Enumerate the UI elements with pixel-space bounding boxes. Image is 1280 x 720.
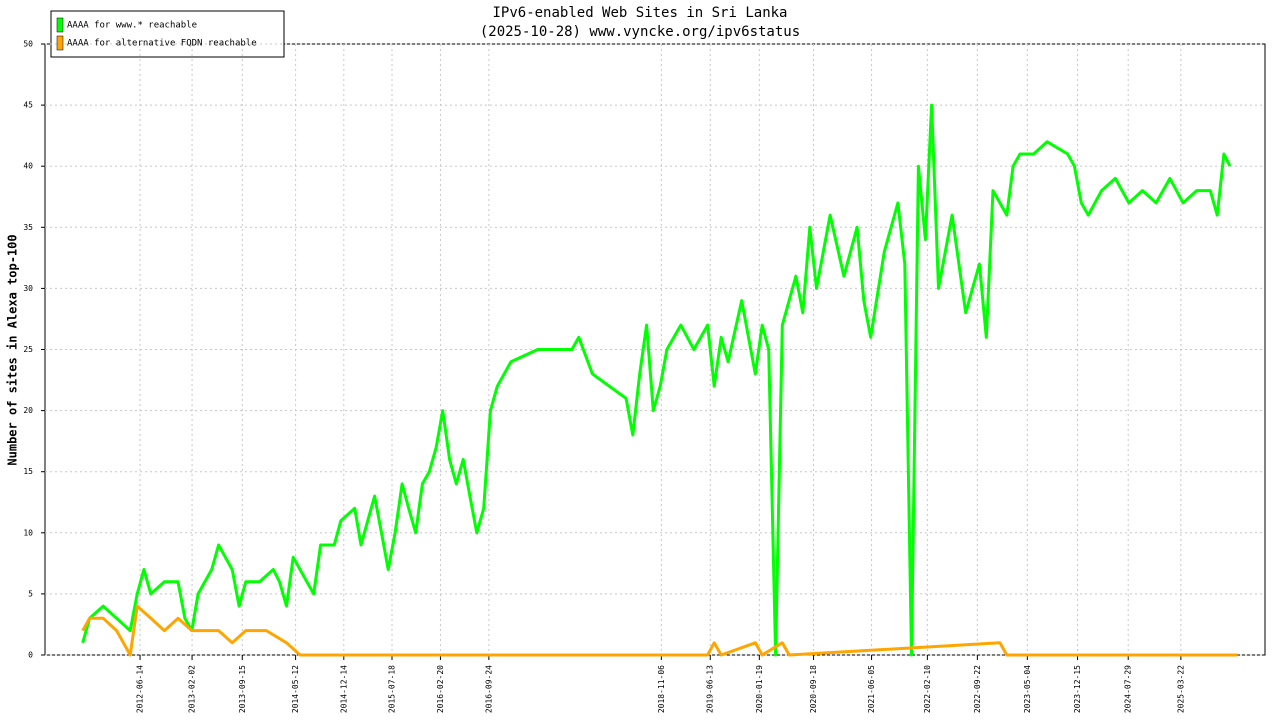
x-tick-label: 2016-02-20 [436, 665, 445, 713]
x-tick-label: 2012-06-14 [136, 665, 145, 713]
x-tick-label: 2021-06-05 [867, 665, 876, 713]
y-tick-label: 15 [23, 467, 33, 476]
x-tick-label: 2024-07-29 [1124, 665, 1133, 713]
x-tick-label: 2016-09-24 [484, 665, 493, 713]
x-tick-label: 2014-12-14 [339, 665, 348, 713]
legend-label: AAAA for alternative FQDN reachable [67, 39, 257, 49]
x-tick-label: 2023-12-15 [1073, 665, 1082, 713]
x-tick-label: 2023-05-04 [1023, 665, 1032, 713]
series-line [81, 103, 1232, 657]
legend-swatch [56, 17, 64, 33]
x-tick-label: 2022-02-10 [923, 665, 932, 713]
y-axis-label: Number of sites in Alexa top-100 [6, 234, 20, 465]
x-tick-label: 2013-02-02 [188, 665, 197, 713]
x-tick-label: 2019-06-13 [706, 665, 715, 713]
x-tick-label: 2020-01-19 [755, 665, 764, 713]
x-tick-label: 2025-03-22 [1176, 665, 1185, 713]
legend-label: AAAA for www.* reachable [67, 21, 197, 31]
y-tick-label: 40 [23, 162, 33, 171]
y-tick-label: 0 [28, 651, 33, 660]
x-tick-label: 2013-09-15 [238, 665, 247, 713]
x-tick-label: 2018-11-06 [657, 665, 666, 713]
y-tick-label: 5 [28, 589, 33, 598]
y-tick-label: 50 [23, 40, 33, 49]
x-tick-label: 2020-09-18 [809, 665, 818, 713]
series-line [81, 604, 1238, 657]
legend-swatch [56, 35, 64, 51]
y-tick-label: 25 [23, 345, 33, 354]
y-tick-label: 20 [23, 406, 33, 415]
legend-box [50, 10, 285, 58]
y-tick-label: 10 [23, 528, 33, 537]
x-tick-label: 2022-09-22 [973, 665, 982, 713]
x-tick-label: 2014-05-12 [291, 665, 300, 713]
x-tick-label: 2015-07-18 [388, 665, 397, 713]
chart-subtitle: (2025-10-28) www.vyncke.org/ipv6status [480, 24, 800, 40]
y-tick-label: 35 [23, 223, 33, 232]
chart-title: IPv6-enabled Web Sites in Sri Lanka [492, 5, 787, 21]
y-tick-label: 45 [23, 101, 33, 110]
y-tick-label: 30 [23, 284, 33, 293]
